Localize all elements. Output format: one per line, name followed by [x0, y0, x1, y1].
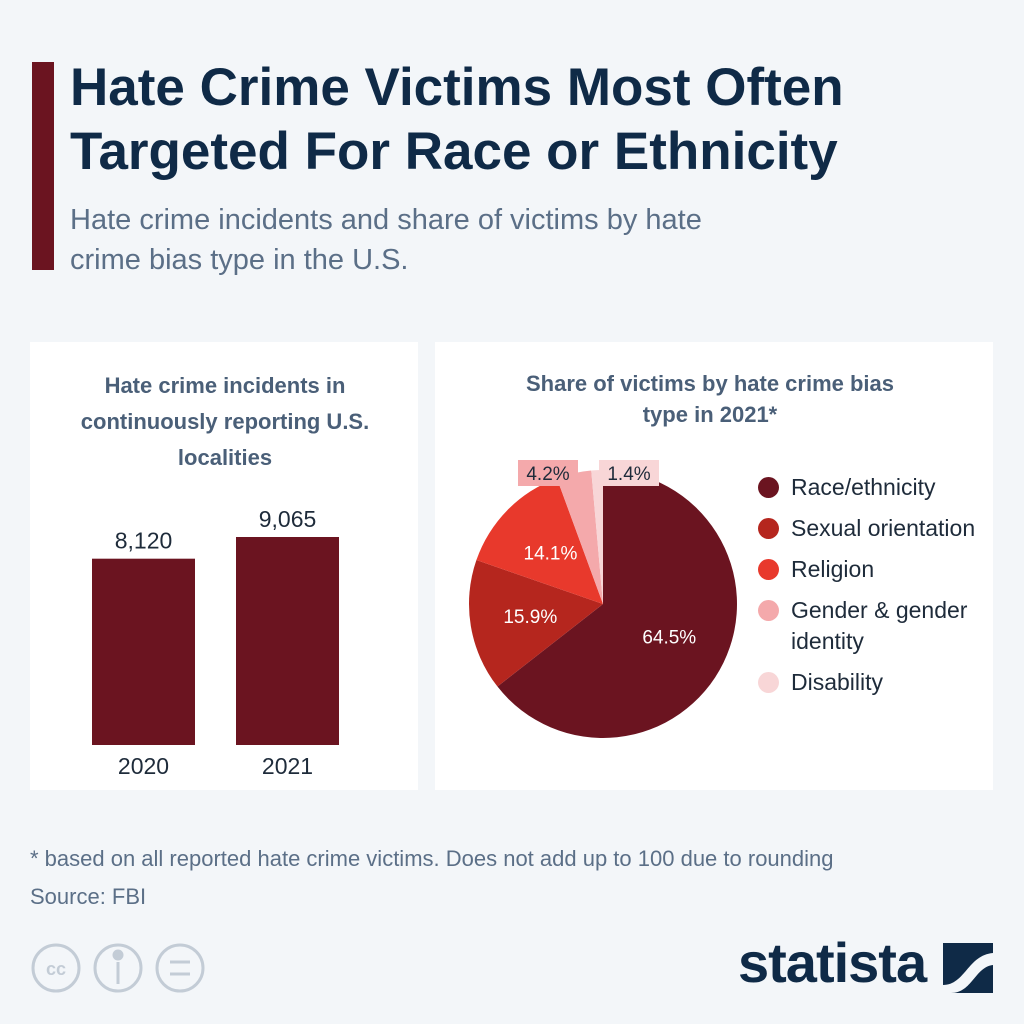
legend-item: Religion [758, 554, 981, 585]
data-label: 8,120 [115, 528, 173, 554]
data-label: 64.5% [642, 627, 696, 648]
cc-icon: cc [46, 959, 66, 979]
legend-swatch [758, 559, 779, 580]
data-label: 1.4% [607, 464, 650, 485]
data-label: 9,065 [259, 506, 317, 532]
pie-slice [476, 478, 603, 604]
legend-swatch [758, 518, 779, 539]
brand: statista [738, 931, 927, 994]
bar [236, 537, 339, 745]
legend-item: Disability [758, 667, 981, 698]
footnote: * based on all reported hate crime victi… [30, 846, 834, 871]
panel-title: Hate crime incidents in continuously rep… [80, 373, 370, 470]
legend-label: Sexual orientation [791, 515, 976, 541]
legend-label: Religion [791, 556, 875, 582]
legend-label: Gender & gender identity [791, 597, 968, 654]
panel-title: Share of victims by hate crime bias type… [525, 371, 895, 427]
label-box [599, 460, 659, 486]
bar [92, 558, 195, 745]
data-label: 14.1% [524, 543, 578, 564]
source: Source: FBI [30, 884, 147, 909]
brand-icon [943, 943, 993, 993]
legend-swatch [758, 477, 779, 498]
legend-label: Disability [791, 669, 884, 695]
accent-bar [32, 62, 54, 270]
license-icons [31, 943, 205, 993]
label-box [518, 460, 578, 486]
legend-label: Race/ethnicity [791, 474, 936, 500]
x-tick-label: 2021 [262, 753, 313, 779]
pie-slice [556, 470, 603, 604]
legend-item: Gender & gender identity [758, 595, 981, 657]
legend: Race/ethnicity Sexual orientation Religion… [758, 472, 981, 708]
data-label: 4.2% [526, 464, 569, 485]
x-tick-label: 2020 [118, 753, 169, 779]
title: Hate Crime Victims Most Often Targeted F… [70, 58, 844, 181]
legend-swatch [758, 672, 779, 693]
legend-item: Sexual orientation [758, 513, 981, 544]
subtitle: Hate crime incidents and share of victim… [70, 204, 702, 276]
pie-slice [468, 560, 603, 687]
legend-swatch [758, 600, 779, 621]
data-label: 15.9% [503, 607, 557, 628]
pie-slice [591, 470, 603, 604]
pie-slice [497, 470, 737, 738]
legend-item: Race/ethnicity [758, 472, 981, 503]
